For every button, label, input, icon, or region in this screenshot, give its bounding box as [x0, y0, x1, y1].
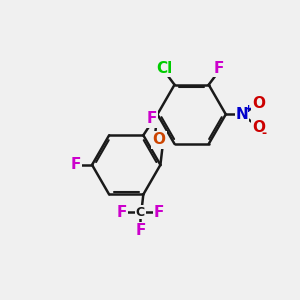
Text: O: O	[252, 96, 265, 111]
Text: +: +	[244, 104, 253, 114]
Text: F: F	[214, 61, 224, 76]
Text: F: F	[117, 205, 127, 220]
Text: F: F	[146, 111, 157, 126]
Text: O: O	[152, 132, 165, 147]
Text: N: N	[236, 106, 248, 122]
Text: F: F	[154, 205, 164, 220]
Text: F: F	[70, 158, 81, 172]
Text: -: -	[262, 127, 267, 140]
Text: F: F	[135, 223, 146, 238]
Text: O: O	[252, 120, 265, 135]
Text: Cl: Cl	[156, 61, 172, 76]
Text: C: C	[136, 206, 145, 219]
